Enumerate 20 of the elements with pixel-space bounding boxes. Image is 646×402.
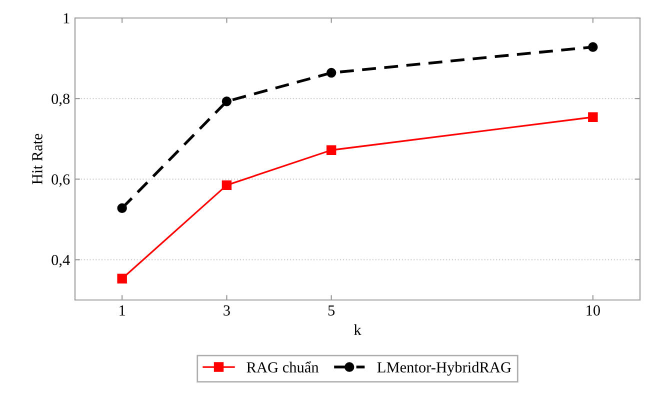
y-tick-label: 0,4 (52, 254, 70, 268)
point (117, 274, 127, 284)
y-axis-title: Hit Rate (32, 134, 42, 184)
x-tick-label: 5 (328, 305, 335, 316)
point (222, 180, 232, 190)
x-tick-label: 10 (586, 305, 600, 316)
x-axis-title: k (354, 324, 362, 335)
point (117, 203, 127, 214)
point (222, 96, 232, 106)
y-tick-label: 0,8 (52, 94, 70, 106)
point (326, 145, 336, 155)
y-tick-label: 1 (64, 13, 70, 24)
point (588, 42, 598, 52)
point (326, 68, 336, 78)
legend-label: LMentor-HybridRAG (377, 362, 512, 376)
x-tick-label: 1 (120, 305, 125, 316)
legend-label: RAG chuẩn (246, 361, 319, 373)
x-tick-label: 3 (224, 305, 230, 316)
point (588, 112, 598, 122)
y-tick-label: 0,6 (52, 174, 70, 187)
